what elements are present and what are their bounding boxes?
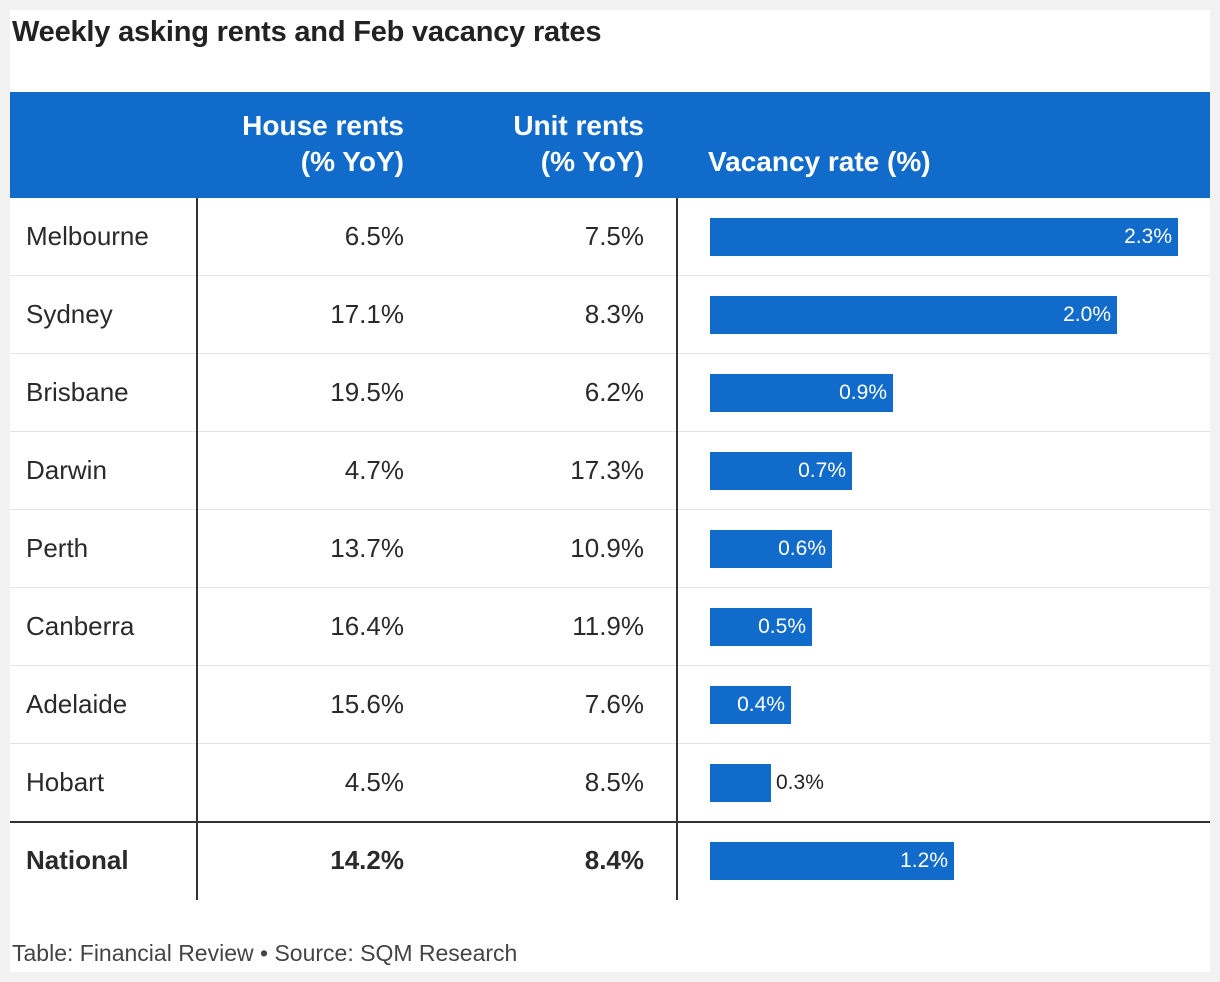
house-rents-header: House rents (% YoY) [242,108,404,180]
table-row: Darwin 4.7% 17.3% 0.7% [10,432,1210,510]
unit-rent-value: 10.9% [570,533,644,563]
house-rent-value: 16.4% [330,611,404,641]
unit-rents-header-line1: Unit rents [513,110,644,141]
table-header: House rents (% YoY) Unit rents (% YoY) V… [10,92,1210,198]
column-divider-city [196,198,198,900]
vacancy-label: 0.6% [778,537,826,560]
vacancy-label: 0.4% [737,693,785,716]
unit-rent-value: 7.5% [584,221,644,251]
vacancy-bar: 0.9% [710,374,893,412]
vacancy-label: 0.9% [839,381,887,404]
house-rents-header-line2: (% YoY) [300,146,404,177]
city-name: Hobart [26,767,105,797]
vacancy-bar: 2.0% [710,296,1117,334]
table-row: Brisbane 19.5% 6.2% 0.9% [10,354,1210,432]
table-row-national: National 14.2% 8.4% 1.2% [10,822,1210,900]
unit-rent-value: 7.6% [584,689,644,719]
table-row: Adelaide 15.6% 7.6% 0.4% [10,666,1210,744]
vacancy-bar: 0.4% [710,686,791,724]
city-name: Sydney [26,299,113,329]
house-rent-value: 14.2% [330,845,404,875]
chart-title: Weekly asking rents and Feb vacancy rate… [12,16,602,48]
city-name: Darwin [26,455,107,485]
table-row: Perth 13.7% 10.9% 0.6% [10,510,1210,588]
vacancy-label: 1.2% [900,849,948,872]
table-row: Canberra 16.4% 11.9% 0.5% [10,588,1210,666]
unit-rents-header-line2: (% YoY) [540,146,644,177]
vacancy-bar: 0.5% [710,608,812,646]
house-rent-value: 15.6% [330,689,404,719]
vacancy-bar: 0.7% [710,452,852,490]
table-card: Weekly asking rents and Feb vacancy rate… [10,10,1210,972]
unit-rents-header: Unit rents (% YoY) [513,108,644,180]
house-rent-value: 13.7% [330,533,404,563]
city-name: National [26,845,129,875]
city-name: Adelaide [26,689,128,719]
source-footer: Table: Financial Review • Source: SQM Re… [12,940,518,966]
vacancy-label: 0.5% [758,615,806,638]
column-divider-vacancy [676,198,678,900]
national-divider [10,821,1210,823]
house-rent-value: 17.1% [330,299,404,329]
house-rent-value: 4.5% [344,767,404,797]
city-name: Melbourne [26,221,149,251]
table-row: Hobart 4.5% 8.5% 0.3% [10,744,1210,822]
city-name: Brisbane [26,377,129,407]
unit-rent-value: 17.3% [570,455,644,485]
unit-rent-value: 8.4% [584,845,644,875]
house-rent-value: 6.5% [344,221,404,251]
unit-rent-value: 8.5% [584,767,644,797]
vacancy-bar: 2.3% [710,218,1178,256]
vacancy-bar: 1.2% [710,842,954,880]
vacancy-label: 0.3% [776,771,824,794]
unit-rent-value: 6.2% [584,377,644,407]
house-rent-value: 19.5% [330,377,404,407]
house-rents-header-line1: House rents [242,110,404,141]
vacancy-bar [710,764,771,802]
vacancy-rate-header: Vacancy rate (%) [708,146,931,177]
house-rent-value: 4.7% [344,455,404,485]
city-name: Perth [26,533,89,563]
vacancy-bar: 0.6% [710,530,832,568]
vacancy-label: 0.7% [798,459,846,482]
table-row: Melbourne 6.5% 7.5% 2.3% [10,198,1210,276]
city-name: Canberra [26,611,135,641]
vacancy-label: 2.0% [1063,303,1111,326]
table-row: Sydney 17.1% 8.3% 2.0% [10,276,1210,354]
vacancy-label: 2.3% [1124,225,1172,248]
unit-rent-value: 11.9% [572,611,644,641]
unit-rent-value: 8.3% [584,299,644,329]
